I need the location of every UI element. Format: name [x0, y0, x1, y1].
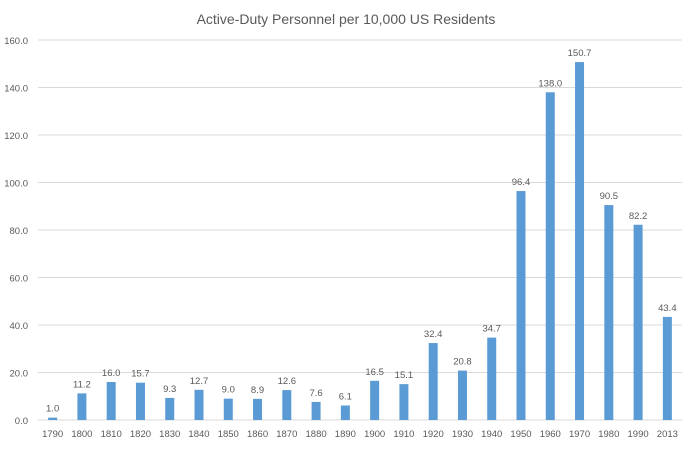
y-tick-label: 160.0 [4, 36, 28, 47]
x-tick-label: 1970 [569, 429, 590, 440]
bar-1900 [370, 380, 380, 420]
x-tick-label: 1800 [71, 429, 92, 440]
y-tick-label: 100.0 [4, 179, 28, 190]
data-label: 7.6 [309, 388, 322, 399]
data-label: 16.5 [365, 367, 384, 378]
bar-1860 [253, 398, 263, 420]
x-tick-label: 1930 [452, 429, 473, 440]
data-label: 43.4 [658, 303, 677, 314]
bar-1880 [311, 401, 321, 420]
x-tick-label: 1890 [335, 429, 356, 440]
bar-2013 [662, 316, 672, 420]
x-tick-label: 1850 [218, 429, 239, 440]
data-label: 32.4 [424, 329, 443, 340]
data-label: 15.7 [131, 369, 150, 380]
bar-1870 [282, 390, 292, 420]
bar-1840 [194, 389, 204, 420]
x-tick-label: 1910 [393, 429, 414, 440]
x-tick-label: 1860 [247, 429, 268, 440]
bar-1830 [165, 397, 175, 420]
x-tick-label: 1840 [188, 429, 209, 440]
data-label: 138.0 [538, 78, 562, 89]
bar-1980 [604, 205, 614, 420]
data-label: 150.7 [568, 48, 592, 59]
bar-1970 [575, 62, 585, 421]
data-label: 34.7 [482, 324, 501, 335]
data-label: 9.3 [163, 384, 176, 395]
bar-1930 [457, 370, 467, 420]
y-tick-label: 80.0 [10, 226, 29, 237]
x-tick-label: 1880 [306, 429, 327, 440]
bar-1960 [545, 92, 555, 420]
chart-title: Active-Duty Personnel per 10,000 US Resi… [197, 11, 496, 27]
x-tick-label: 1940 [481, 429, 502, 440]
bar-1800 [77, 393, 87, 420]
x-tick-label: 1820 [130, 429, 151, 440]
data-label: 96.4 [512, 177, 531, 188]
bar-1890 [340, 405, 350, 420]
data-label: 15.1 [395, 370, 414, 381]
y-tick-label: 60.0 [10, 274, 29, 285]
y-tick-label: 120.0 [4, 131, 28, 142]
x-tick-label: 1990 [628, 429, 649, 440]
bar-1850 [223, 398, 233, 420]
bar-1790 [48, 417, 58, 420]
data-label: 16.0 [102, 368, 121, 379]
data-label: 9.0 [222, 385, 235, 396]
data-label: 12.7 [190, 376, 209, 387]
data-label: 82.2 [629, 211, 648, 222]
data-label: 12.6 [278, 376, 297, 387]
x-tick-label: 2013 [657, 429, 678, 440]
bar-1940 [487, 337, 497, 420]
data-label: 20.8 [453, 357, 472, 368]
x-tick-label: 1960 [540, 429, 561, 440]
x-tick-label: 1980 [598, 429, 619, 440]
y-tick-label: 140.0 [4, 84, 28, 95]
bar-1990 [633, 224, 643, 420]
data-label: 1.0 [46, 404, 59, 415]
x-tick-label: 1870 [276, 429, 297, 440]
bar-1910 [399, 384, 409, 420]
x-tick-label: 1830 [159, 429, 180, 440]
bar-1950 [516, 191, 526, 420]
bar-1820 [135, 382, 145, 420]
x-tick-label: 1790 [42, 429, 63, 440]
data-label: 90.5 [600, 191, 619, 202]
x-tick-label: 1810 [101, 429, 122, 440]
y-tick-label: 0.0 [15, 416, 28, 427]
x-tick-label: 1900 [364, 429, 385, 440]
x-tick-label: 1950 [510, 429, 531, 440]
bar-1810 [106, 382, 116, 420]
bar-1920 [428, 343, 438, 420]
y-tick-label: 20.0 [10, 369, 29, 380]
x-tick-label: 1920 [423, 429, 444, 440]
data-label: 8.9 [251, 385, 264, 396]
data-label: 6.1 [339, 392, 352, 403]
y-tick-label: 40.0 [10, 321, 29, 332]
data-label: 11.2 [73, 379, 91, 390]
